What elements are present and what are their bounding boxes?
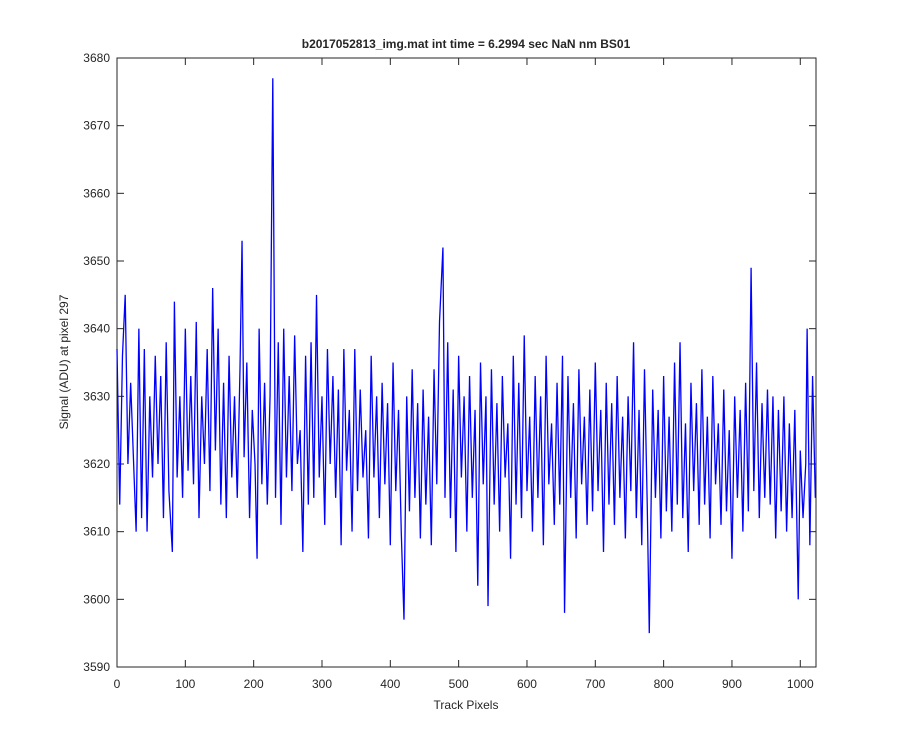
x-tick-label: 200 [244, 677, 264, 691]
data-line [116, 78, 816, 634]
plot-box [116, 57, 817, 668]
x-tick-label: 400 [380, 677, 400, 691]
y-tick-label: 3620 [83, 457, 110, 471]
y-tick-label: 3630 [83, 389, 110, 403]
x-tick-label: 1000 [787, 677, 814, 691]
y-tick-label: 3640 [83, 322, 110, 336]
y-tick-label: 3670 [83, 119, 110, 133]
x-tick-label: 900 [722, 677, 742, 691]
y-tick-label: 3680 [83, 51, 110, 65]
y-tick-label: 3600 [83, 592, 110, 606]
x-axis-label: Track Pixels [434, 698, 499, 712]
x-tick-label: 700 [585, 677, 605, 691]
y-axis-label: Signal (ADU) at pixel 297 [57, 294, 71, 429]
y-tick-label: 3610 [83, 525, 110, 539]
x-tick-label: 100 [175, 677, 195, 691]
x-tick-label: 300 [312, 677, 332, 691]
chart-title: b2017052813_img.mat int time = 6.2994 se… [302, 37, 631, 51]
y-tick-label: 3650 [83, 254, 110, 268]
y-tick-label: 3590 [83, 660, 110, 674]
x-tick-label: 500 [449, 677, 469, 691]
y-tick-label: 3660 [83, 186, 110, 200]
x-tick-label: 800 [654, 677, 674, 691]
x-tick-label: 600 [517, 677, 537, 691]
x-tick-label: 0 [114, 677, 121, 691]
